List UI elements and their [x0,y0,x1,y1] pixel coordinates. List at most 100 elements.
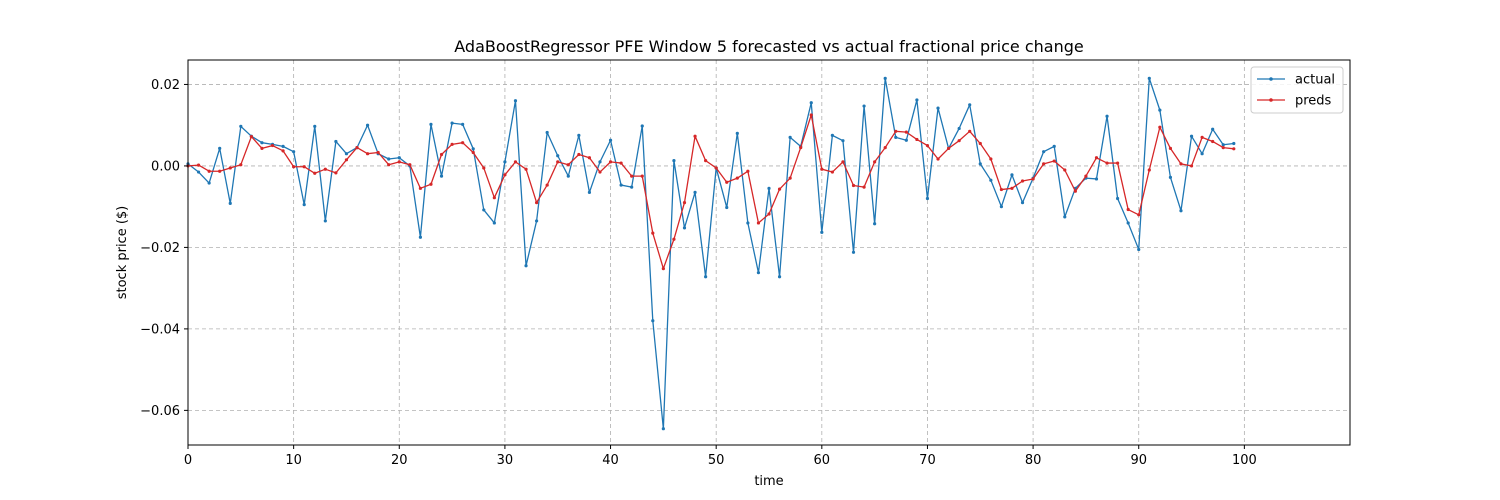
data-point-preds [344,158,349,162]
y-tick-label: 0.02 [151,78,180,93]
x-tick-label: 30 [497,453,514,468]
data-point-actual [841,139,845,143]
data-point-preds [851,183,856,188]
x-tick-label: 40 [602,453,619,468]
data-point-preds [492,196,496,200]
data-point-preds [1189,164,1194,168]
legend-label-preds: preds [1295,94,1332,109]
data-point-preds [714,166,718,170]
data-point-actual [239,124,243,129]
data-point-actual [1168,175,1173,179]
data-point-preds [735,176,739,180]
data-point-preds [218,169,222,173]
data-point-actual [735,131,739,135]
data-point-preds [376,150,380,155]
data-point-preds [207,169,211,173]
data-point-actual [556,154,560,158]
data-point-actual [788,135,792,140]
data-point-actual [915,98,919,102]
data-point-actual [809,101,813,105]
series-actual [186,76,1236,431]
data-point-preds [1221,145,1225,150]
data-point-actual [1126,221,1130,225]
data-point-actual [830,133,834,137]
data-point-preds [1031,177,1035,181]
data-point-actual [756,271,761,275]
data-point-preds [1063,168,1067,172]
data-point-actual [429,122,433,126]
axis-ticks: 0 10 20 30 40 50 60 70 80 90 100 0.02 0.00 −0.02 −0.04… [140,78,1257,468]
data-point-actual [503,160,507,164]
data-point-actual [936,106,940,110]
data-point-actual [461,122,465,126]
data-point-preds [1020,179,1025,183]
series-line-preds [187,114,1234,270]
data-point-actual [820,230,824,234]
y-axis-label: stock price ($) [115,206,130,300]
data-point-preds [883,145,887,150]
legend: actual preds [1250,66,1344,114]
data-point-actual [292,150,296,154]
data-point-actual [302,203,306,207]
data-point-preds [397,160,401,164]
data-point-preds [334,171,338,175]
data-point-preds [820,167,824,171]
data-point-actual [672,159,676,163]
data-point-actual [228,201,232,206]
series-layer [186,76,1236,431]
data-point-preds [1158,125,1162,129]
data-point-preds [556,160,560,164]
y-tick-label: 0.00 [151,159,180,174]
data-point-preds [408,163,412,167]
data-point-actual [513,99,518,103]
data-point-actual [1105,114,1109,118]
data-point-actual [1116,196,1120,201]
data-point-preds [904,130,908,134]
data-point-preds [651,231,655,235]
chart-title: AdaBoostRegressor PFE Window 5 forecaste… [454,37,1083,56]
data-point-preds [1094,156,1099,160]
data-point-preds [915,137,919,142]
data-point-actual [682,226,687,230]
data-point-actual [873,222,877,226]
data-point-actual [619,183,623,187]
data-point-preds [302,165,306,169]
legend-marker-preds [1269,98,1273,102]
data-point-actual [767,186,771,190]
data-point-actual [492,221,496,225]
data-point-actual [746,221,750,225]
data-point-preds [999,187,1004,192]
data-point-actual [323,219,327,223]
data-point-preds [746,169,750,173]
data-point-actual [566,174,570,178]
data-point-actual [313,124,317,129]
data-point-actual [640,124,644,128]
data-point-actual [978,162,982,166]
x-tick-label: 50 [708,453,725,468]
data-point-actual [999,205,1004,209]
x-tick-label: 80 [1025,453,1042,468]
data-point-preds [788,176,792,180]
data-point-preds [894,129,898,133]
data-point-actual [1221,143,1225,147]
data-point-actual [1189,134,1194,138]
data-point-preds [1200,135,1204,140]
data-point-actual [577,133,581,137]
data-point-actual [957,126,961,131]
data-point-preds [450,142,454,146]
data-point-actual [1232,141,1236,146]
legend-label-actual: actual [1295,73,1335,88]
data-point-preds [598,170,602,174]
data-point-preds [1084,174,1088,178]
data-point-actual [1063,215,1067,219]
data-point-preds [365,152,370,156]
data-point-preds [1147,168,1151,172]
data-point-preds [630,174,634,178]
legend-marker-actual [1269,77,1273,81]
data-point-preds [270,143,275,148]
data-point-actual [661,427,665,431]
data-point-preds [1073,189,1077,193]
data-point-actual [925,196,930,201]
x-tick-label: 0 [184,453,192,468]
